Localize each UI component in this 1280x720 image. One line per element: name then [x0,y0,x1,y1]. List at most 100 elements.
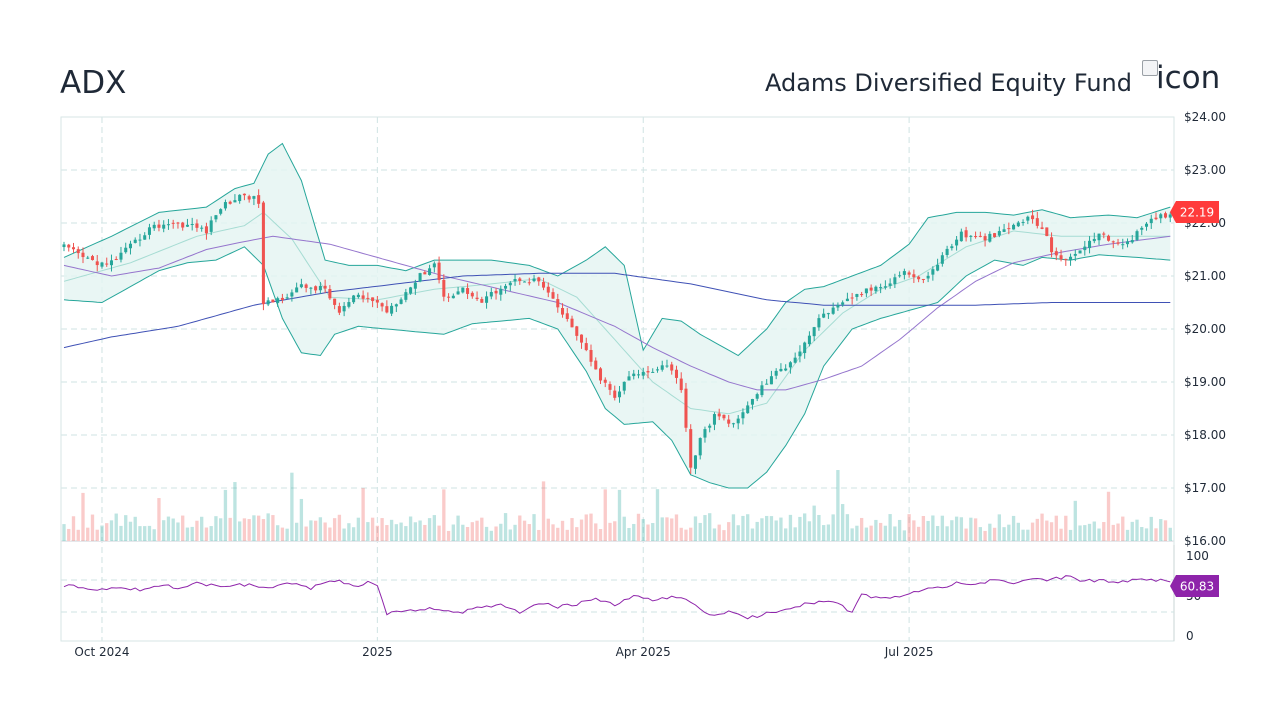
candle-body [784,368,788,371]
volume-bar [570,518,574,541]
candle-body [399,299,403,304]
volume-bar [76,529,80,541]
candle-body [727,419,731,424]
volume-bar [1026,529,1030,541]
price-tick-label: $21.00 [1184,269,1226,283]
candle-body [746,405,750,414]
volume-bar [684,529,688,541]
moving-average-50 [63,235,1171,391]
candle-body [537,277,541,282]
volume-bar [351,527,356,541]
volume-bar [1154,528,1158,541]
candle-body [712,414,716,425]
last-price-badge: 22.19 [1170,201,1219,223]
volume-bar [413,522,418,541]
volume-bar [157,498,161,541]
volume-bar [1149,516,1153,541]
volume-bar [1011,515,1016,541]
volume-bar [1116,523,1120,541]
volume-bar [266,513,270,541]
candle-body [570,318,574,328]
candle-body [461,287,465,293]
candle-body [62,244,66,248]
volume-bar [746,514,750,541]
volume-bar [385,525,389,541]
candle-body [997,231,1001,236]
price-tick-label: $17.00 [1184,481,1226,495]
candle-body [769,376,773,385]
candle-body [71,247,76,250]
candle-body [504,285,508,289]
price-tick-label: $24.00 [1184,110,1226,124]
volume-bar [423,524,427,541]
candle-body [731,423,735,425]
candlesticks [62,189,1172,475]
candle-body [660,365,664,370]
volume-bar [499,523,503,541]
candle-body [233,200,237,203]
volume-bar [522,520,527,541]
candle-body [950,246,954,249]
candle-body [1135,231,1139,240]
candle-body [1040,227,1044,229]
volume-bar [1140,527,1144,541]
volume-bar [470,522,474,541]
plot-frame [60,116,1175,642]
volume-bar [442,489,446,541]
volume-bar [869,525,873,541]
candle-body [252,196,256,199]
candle-body [703,429,707,438]
volume-bar [114,513,118,541]
volume-bar [342,528,346,541]
candle-body [556,299,560,308]
volume-bar [608,522,612,541]
candle-body [860,294,864,296]
volume-bar [370,517,375,541]
volume-bar [969,517,973,541]
volume-bar [973,518,978,541]
candle-body [1092,238,1096,242]
candle-body [366,297,370,299]
candle-body [371,297,375,302]
volume-bar [859,517,864,541]
volume-bar [708,513,712,541]
volume-bar [893,526,897,541]
candle-body [1012,224,1016,230]
candle-body [879,287,883,289]
candle-body [907,272,911,275]
candle-body [418,273,422,282]
candle-body [836,304,840,308]
volume-bar [551,524,555,541]
candle-body [81,252,85,258]
candle-body [480,299,484,303]
volume-bar [380,518,384,541]
volume-bar [95,529,99,541]
volume-bar [916,526,921,541]
candle-body [1031,215,1035,220]
volume-bar [874,519,878,541]
candle-body [1159,214,1163,219]
candle-body [1007,228,1011,230]
candle-body [124,247,128,253]
candle-body [888,283,892,286]
volume-bar [238,521,242,541]
volume-bar [765,515,769,541]
volume-bar [689,527,693,541]
volume-bar [228,517,232,541]
candle-body [423,272,427,275]
candle-body [627,376,631,381]
volume-bar [731,514,736,541]
candle-body [337,306,341,313]
volume-bar [290,472,294,541]
volume-bar [641,519,645,541]
candle-body [451,295,455,299]
volume-bar [275,525,280,541]
volume-bar [247,519,251,541]
candle-body [409,287,413,294]
candle-body [347,302,351,307]
candle-body [579,334,584,343]
candle-body [133,239,137,243]
candle-body [428,268,432,275]
volume-bar [124,515,128,541]
